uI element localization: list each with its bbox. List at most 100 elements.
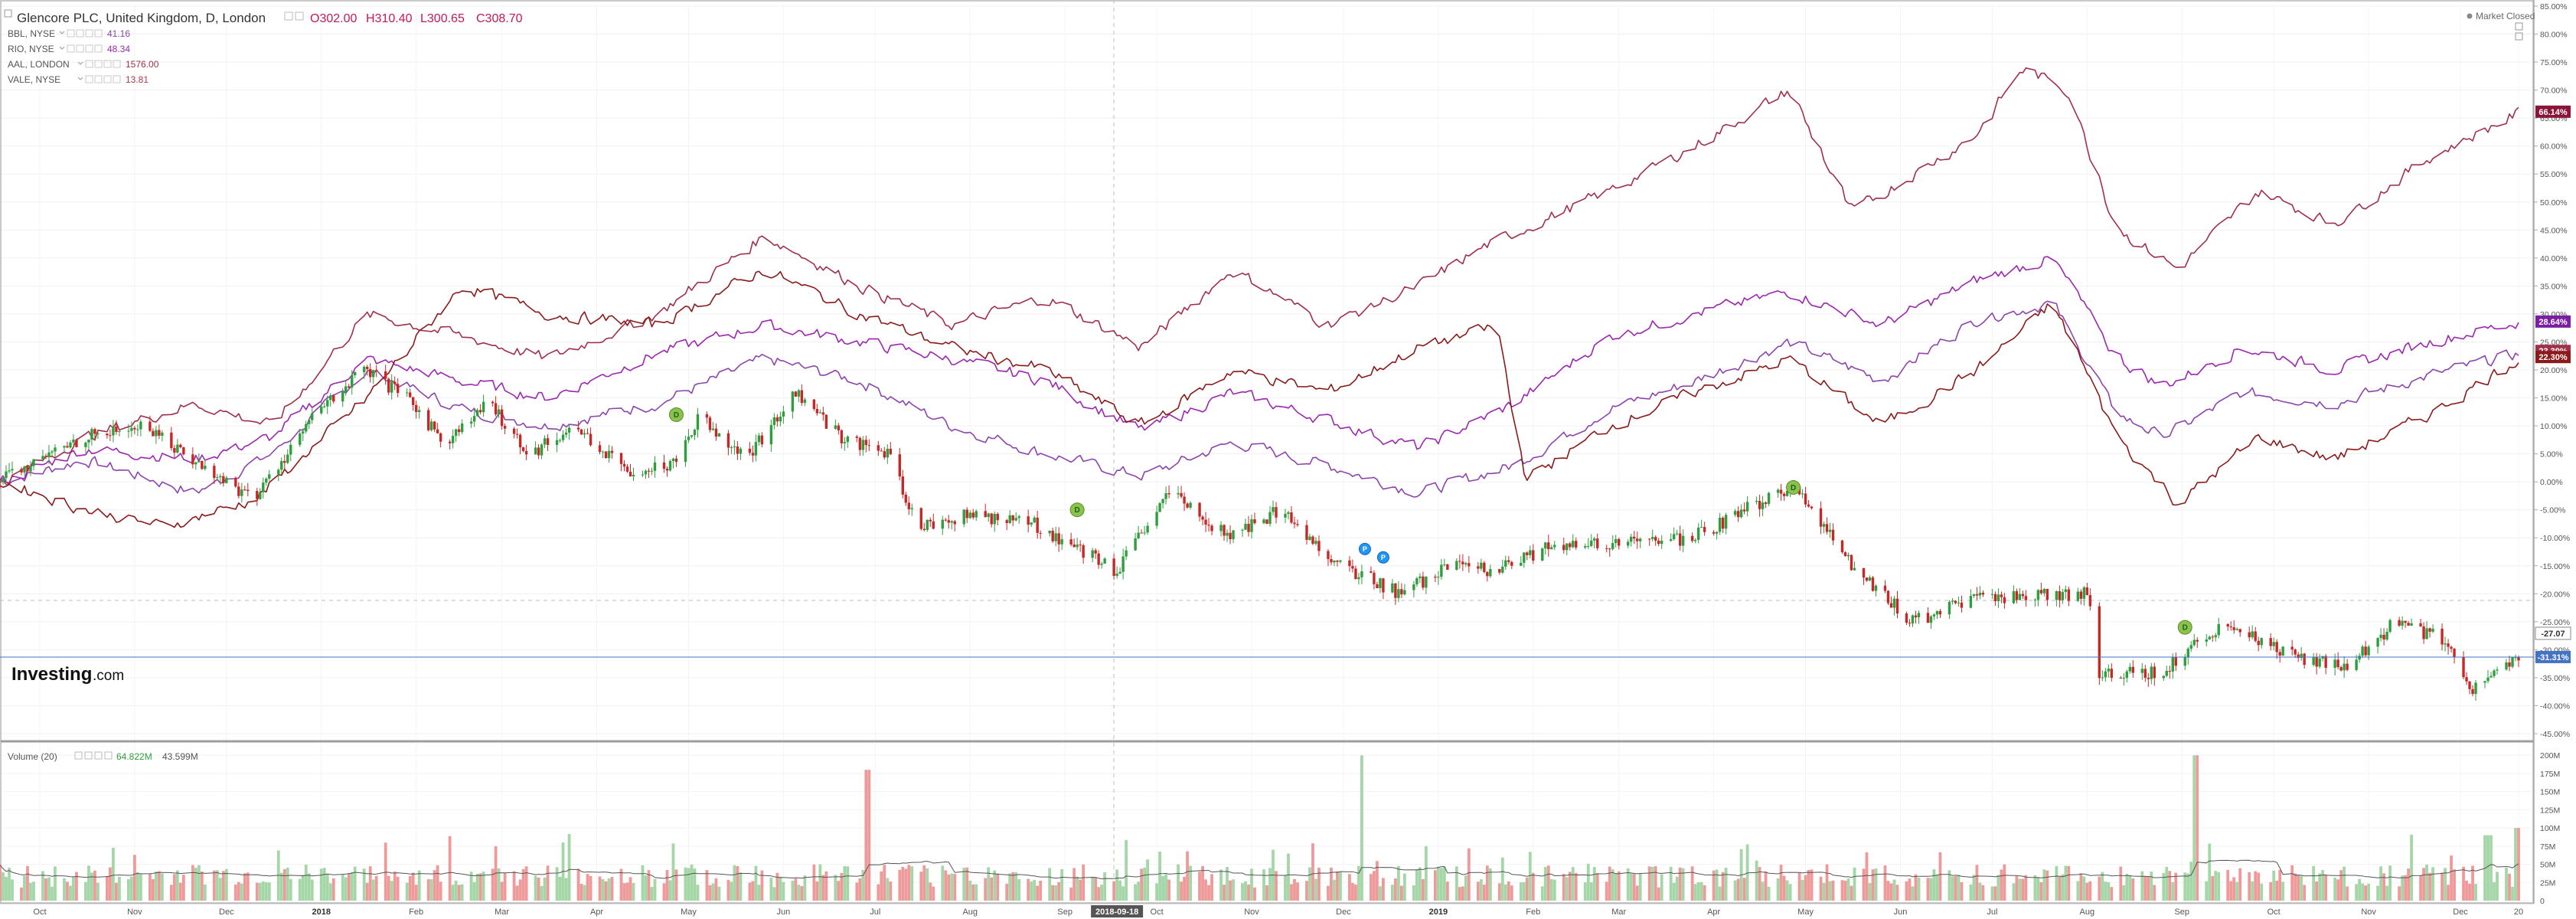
candle-body[interactable]: [2153, 666, 2156, 679]
candle-body[interactable]: [75, 439, 78, 447]
candle-body[interactable]: [880, 450, 883, 452]
candle-body[interactable]: [2122, 678, 2126, 679]
candle-body[interactable]: [1954, 600, 1957, 603]
candle-body[interactable]: [2101, 677, 2104, 679]
candle-body[interactable]: [2324, 656, 2327, 669]
candle-body[interactable]: [2407, 623, 2410, 626]
candle-body[interactable]: [2343, 663, 2346, 671]
candle-body[interactable]: [1262, 519, 1265, 524]
candle-body[interactable]: [1647, 538, 1651, 540]
candle-body[interactable]: [41, 456, 44, 460]
candle-body[interactable]: [63, 446, 66, 448]
candle-body[interactable]: [216, 477, 219, 479]
candle-body[interactable]: [2471, 688, 2474, 695]
candle-body[interactable]: [668, 460, 672, 471]
candle-body[interactable]: [932, 521, 935, 529]
candle-body[interactable]: [256, 491, 259, 499]
legend-tool-icon[interactable]: [67, 44, 75, 53]
candle-body[interactable]: [1455, 561, 1458, 570]
candle-body[interactable]: [1614, 538, 1618, 544]
header-tool-icons[interactable]: [284, 11, 304, 21]
candle-body[interactable]: [1724, 515, 1728, 529]
candle-body[interactable]: [1767, 492, 1771, 504]
candle-body[interactable]: [414, 404, 418, 412]
fullscreen-icon[interactable]: [2515, 32, 2523, 41]
legend-tool-icon[interactable]: [103, 75, 112, 83]
candle-body[interactable]: [2067, 589, 2071, 601]
candle-body[interactable]: [1523, 552, 1526, 563]
candle-body[interactable]: [1657, 540, 1660, 545]
candle-body[interactable]: [2303, 653, 2306, 666]
candle-body[interactable]: [457, 429, 461, 433]
candle-body[interactable]: [1400, 589, 1403, 595]
candle-body[interactable]: [1241, 529, 1244, 531]
candle-body[interactable]: [84, 442, 87, 447]
candle-body[interactable]: [674, 458, 678, 463]
candle-body[interactable]: [1690, 535, 1694, 541]
candle-body[interactable]: [1654, 537, 1657, 541]
candle-body[interactable]: [299, 433, 302, 445]
candle-body[interactable]: [51, 451, 54, 453]
candle-body[interactable]: [2269, 638, 2272, 646]
legend-tool-icon[interactable]: [103, 60, 112, 68]
candle-body[interactable]: [922, 528, 926, 531]
candle-body[interactable]: [1017, 516, 1020, 518]
candle-body[interactable]: [843, 442, 847, 443]
candle-body[interactable]: [2422, 626, 2425, 639]
candle-body[interactable]: [2147, 678, 2150, 679]
candle-body[interactable]: [1164, 493, 1167, 499]
candle-body[interactable]: [384, 371, 387, 379]
candle-body[interactable]: [730, 447, 733, 449]
legend-chevron-down-icon[interactable]: [59, 31, 65, 34]
candle-body[interactable]: [953, 521, 956, 525]
candle-body[interactable]: [372, 370, 375, 378]
candle-body[interactable]: [2018, 594, 2022, 600]
candle-body[interactable]: [280, 460, 283, 470]
candle-body[interactable]: [1669, 539, 1673, 541]
candle-body[interactable]: [1244, 523, 1247, 530]
candle-body[interactable]: [475, 410, 479, 417]
candle-body[interactable]: [1981, 592, 1985, 595]
candle-body[interactable]: [436, 429, 439, 433]
candle-body[interactable]: [889, 448, 892, 455]
candle-body[interactable]: [662, 462, 666, 469]
candle-body[interactable]: [564, 432, 568, 435]
candle-body[interactable]: [2444, 643, 2447, 645]
candle-body[interactable]: [2428, 628, 2431, 632]
candle-body[interactable]: [733, 446, 736, 448]
candle-body[interactable]: [1011, 515, 1014, 521]
candle-body[interactable]: [2514, 657, 2517, 659]
candle-body[interactable]: [1764, 502, 1768, 504]
candle-body[interactable]: [139, 421, 142, 430]
candle-body[interactable]: [366, 366, 369, 369]
candle-body[interactable]: [1638, 538, 1642, 541]
candle-body[interactable]: [1204, 519, 1207, 525]
candle-body[interactable]: [2058, 590, 2062, 600]
candle-body[interactable]: [1419, 576, 1422, 578]
legend-tool-icon[interactable]: [76, 29, 84, 38]
candle-body[interactable]: [130, 427, 133, 431]
candle-body[interactable]: [543, 438, 547, 445]
candle-body[interactable]: [2431, 628, 2434, 632]
candle-body[interactable]: [1636, 538, 1639, 541]
candle-body[interactable]: [2248, 632, 2251, 638]
candle-body[interactable]: [1650, 537, 1654, 539]
candle-body[interactable]: [2140, 669, 2143, 673]
candle-body[interactable]: [29, 466, 32, 472]
candle-body[interactable]: [622, 463, 626, 467]
candle-body[interactable]: [604, 451, 608, 459]
candle-body[interactable]: [1094, 550, 1097, 554]
candle-body[interactable]: [454, 429, 458, 437]
dividend-marker-icon[interactable]: [1069, 502, 1085, 518]
candle-body[interactable]: [598, 445, 602, 453]
comparison-line[interactable]: [0, 67, 2519, 485]
price-axis[interactable]: 85.00%80.00%75.00%70.00%65.00%60.00%55.0…: [2534, 2, 2570, 739]
legend-chevron-down-icon[interactable]: [77, 61, 83, 65]
candle-body[interactable]: [1354, 568, 1357, 580]
candle-body[interactable]: [1158, 503, 1161, 512]
legend-tool-icon[interactable]: [94, 44, 103, 53]
candle-body[interactable]: [2333, 659, 2336, 669]
candle-body[interactable]: [775, 417, 779, 422]
candle-body[interactable]: [158, 430, 161, 436]
candle-body[interactable]: [1330, 559, 1333, 563]
